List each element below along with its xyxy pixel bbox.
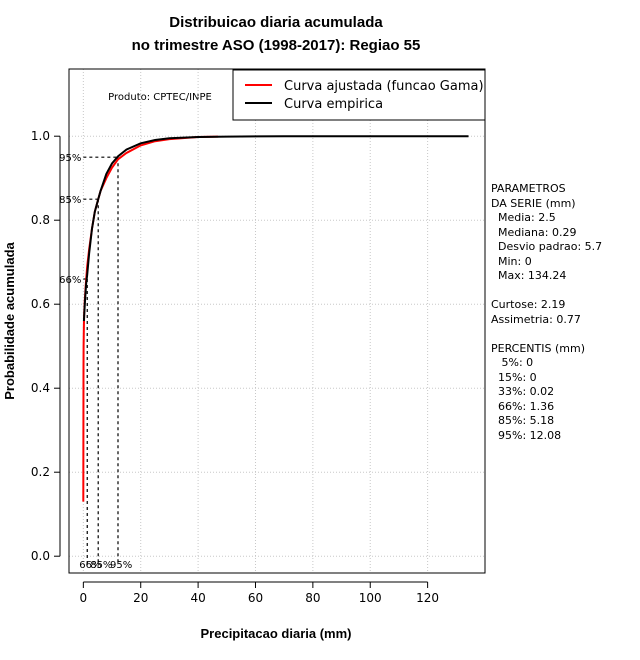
y-tick-label: 0.4 <box>31 381 50 395</box>
percentile-bottom-label: 66% <box>79 560 101 571</box>
stats-panel: PARAMETROS DA SERIE (mm) Media: 2.5 Media… <box>491 182 636 443</box>
plot-frame <box>68 68 486 574</box>
x-tick-label: 60 <box>248 591 263 605</box>
stats-line: Desvio padrao: 5.7 <box>491 240 603 253</box>
percentile-label: 85% <box>59 195 81 206</box>
x-axis-label: Precipitacao diaria (mm) <box>201 626 352 641</box>
stats-line: DA SERIE (mm) <box>491 196 576 210</box>
axes: 0 20 40 60 80 100 120 0.0 0.2 0.4 0.6 0.8 1.0 <box>31 68 486 605</box>
y-tick-label: 1.0 <box>31 129 50 143</box>
x-tick-label: 120 <box>416 591 439 605</box>
percentile-bottom-label: 95% <box>110 560 132 571</box>
stats-line: 95%: 12.08 <box>491 428 562 442</box>
chart-title: Distribuicao diaria acumulada <box>169 14 383 31</box>
x-tick-label: 100 <box>359 591 382 605</box>
stats-line <box>491 284 636 299</box>
fitted-curve-line <box>82 135 219 502</box>
y-tick-label: 0.6 <box>31 297 50 311</box>
x-tick-label: 20 <box>133 591 148 605</box>
stats-line: PERCENTIS (mm) <box>491 341 585 355</box>
series-lines <box>82 135 469 502</box>
legend-label-empirical: Curva empirica <box>284 97 383 112</box>
stats-line: Media: 2.5 <box>491 211 556 224</box>
stats-line: Curtose: 2.19 <box>491 298 566 311</box>
product-note: Produto: CPTEC/INPE <box>108 92 212 103</box>
stats-line: Mediana: 0.29 <box>491 225 577 239</box>
grid <box>69 69 485 573</box>
chart-subtitle: no trimestre ASO (1998-2017): Regiao 55 <box>132 37 421 54</box>
stats-line: 85%: 5.18 <box>491 414 555 427</box>
legend-label-fitted: Curva ajustada (funcao Gama) <box>284 79 484 94</box>
y-axis-label: Probabilidade acumulada <box>2 241 17 399</box>
percentile-markers: 66%66%85%85%95%95% <box>59 153 132 571</box>
stats-line: PARAMETROS <box>491 182 566 195</box>
stats-line: Assimetria: 0.77 <box>491 312 581 326</box>
y-tick-label: 0.0 <box>31 549 50 563</box>
empirical-curve-line <box>82 135 469 322</box>
y-tick-label: 0.2 <box>31 465 50 479</box>
stats-line: Max: 134.24 <box>491 269 567 282</box>
x-tick-label: 0 <box>80 591 88 605</box>
legend-box <box>232 69 486 121</box>
percentile-label: 66% <box>59 275 81 286</box>
percentile-bottom-label: 85% <box>90 560 112 571</box>
x-tick-label: 40 <box>190 591 205 605</box>
legend: Curva ajustada (funcao Gama) Curva empir… <box>232 69 486 121</box>
stats-line: 15%: 0 <box>491 370 537 384</box>
stats-line: 5%: 0 <box>491 356 534 369</box>
stats-line <box>491 327 636 342</box>
percentile-label: 95% <box>59 153 81 164</box>
x-tick-label: 80 <box>305 591 320 605</box>
stats-line: Min: 0 <box>491 254 532 268</box>
stats-line: 33%: 0.02 <box>491 385 555 398</box>
stats-line: 66%: 1.36 <box>491 399 555 413</box>
y-tick-label: 0.8 <box>31 213 50 227</box>
